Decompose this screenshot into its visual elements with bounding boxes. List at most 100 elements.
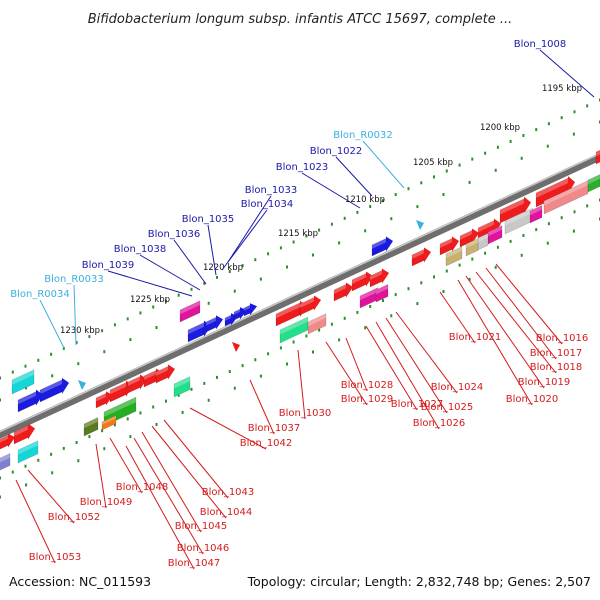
track-dot: [216, 275, 218, 279]
track-dot: [25, 386, 28, 390]
rna-leader-line: [73, 284, 77, 346]
track-dot: [101, 329, 104, 333]
scale-tick-label: 1210 kbp: [345, 195, 385, 205]
track-dot: [279, 246, 282, 250]
track-dot: [364, 326, 367, 330]
track-dot: [228, 370, 231, 373]
track-dot: [216, 375, 218, 379]
gene-feature-highlight: [478, 233, 488, 243]
gene-feature-highlight: [96, 393, 106, 402]
gene-feature-highlight: [360, 287, 378, 301]
reverse-leader-line: [95, 443, 107, 509]
track-dot: [25, 483, 28, 487]
track-dot: [407, 187, 410, 191]
track-dot: [338, 338, 341, 342]
track-dot: [573, 110, 576, 114]
reverse-leader-line: [15, 479, 56, 564]
track-dot: [416, 205, 419, 209]
gene-feature-highlight: [334, 284, 346, 294]
track-dot: [394, 193, 397, 197]
track-dot: [88, 435, 91, 439]
forward-gene-label: Blon_1038: [114, 244, 167, 255]
track-dot: [546, 241, 549, 245]
reverse-gene-label: Blon_1044: [200, 507, 253, 518]
reverse-leader-line: [249, 379, 275, 435]
track-dot: [241, 364, 244, 368]
gene-feature-highlight: [500, 198, 524, 215]
gene-feature-highlight: [206, 317, 216, 326]
track-dot: [535, 228, 538, 232]
track-dot: [101, 429, 104, 433]
track-dot: [494, 168, 497, 172]
gene-feature-block: [17, 440, 39, 464]
forward-gene-label: Blon_1036: [148, 229, 201, 240]
track-dot: [484, 151, 487, 155]
reverse-leader-line: [465, 275, 545, 389]
track-dot: [496, 145, 499, 149]
track-dot: [509, 139, 512, 143]
track-dot: [51, 374, 54, 378]
track-dot: [190, 287, 193, 291]
reverse-gene-label: Blon_1027: [391, 399, 444, 410]
track-dot: [305, 234, 308, 238]
track-dot: [286, 265, 288, 269]
map-title: Bifidobacterium longum subsp. infantis A…: [88, 12, 513, 27]
gene-feature-highlight: [225, 315, 231, 321]
gene-feature-highlight: [0, 435, 8, 443]
gene-feature-block: [465, 238, 479, 257]
track-dot: [254, 258, 257, 262]
track-dot: [468, 180, 471, 184]
gene-feature-highlight: [505, 208, 533, 226]
forward-gene-label: Blon_1023: [276, 162, 329, 173]
gene-feature-arrow: [168, 364, 175, 380]
gene-feature-arrow: [36, 389, 43, 406]
gene-feature-arrow: [216, 315, 223, 330]
forward-leader-line: [107, 270, 193, 297]
reverse-gene-label: Blon_1030: [279, 408, 332, 419]
reverse-leader-line: [439, 291, 476, 344]
track-dot: [433, 275, 435, 279]
gene-feature-highlight: [280, 317, 308, 335]
forward-leader-line: [207, 224, 217, 276]
reverse-leader-line: [189, 407, 267, 450]
gene-feature-highlight: [144, 370, 156, 380]
gene-feature-highlight: [18, 440, 38, 455]
gene-feature-highlight: [596, 150, 600, 157]
track-dot: [420, 281, 423, 285]
gene-feature-highlight: [180, 300, 200, 315]
track-dot: [356, 310, 359, 314]
track-dot: [390, 314, 393, 318]
reverse-gene-label: Blon_1048: [116, 482, 169, 493]
reverse-gene-label: Blon_1020: [506, 394, 559, 405]
gene-feature-highlight: [460, 230, 472, 240]
track-dot: [560, 216, 563, 220]
gene-feature-arrow: [346, 282, 353, 298]
reverse-leader-line: [163, 419, 229, 499]
scale-tick-label: 1230 kbp: [60, 326, 100, 336]
reverse-gene-label: Blon_1019: [518, 377, 571, 388]
reverse-gene-label: Blon_1043: [202, 487, 255, 498]
track-dot: [113, 323, 116, 327]
track-dot: [155, 423, 158, 426]
gene-feature-highlight: [376, 284, 388, 295]
forward-gene-label: Blon_1033: [245, 185, 298, 196]
track-dot: [442, 193, 445, 196]
gene-feature-highlight: [588, 174, 600, 185]
gene-feature-arrow: [366, 271, 373, 287]
gene-feature-highlight: [372, 238, 386, 249]
track-dot: [88, 335, 91, 339]
reverse-leader-line: [27, 469, 75, 524]
track-dot: [494, 265, 497, 269]
reverse-leader-line: [109, 437, 143, 494]
rna-feature-marker: [416, 220, 424, 230]
reverse-gene-label: Blon_1029: [341, 394, 394, 405]
reverse-leader-line: [395, 311, 458, 394]
gene-feature-block: [0, 453, 11, 471]
track-dot: [50, 352, 53, 356]
forward-leader-line: [539, 49, 595, 98]
reverse-gene-label: Blon_1046: [177, 543, 230, 554]
scale-tick-label: 1205 kbp: [413, 158, 453, 168]
track-dot: [318, 228, 321, 232]
gene-feature-highlight: [128, 376, 140, 386]
